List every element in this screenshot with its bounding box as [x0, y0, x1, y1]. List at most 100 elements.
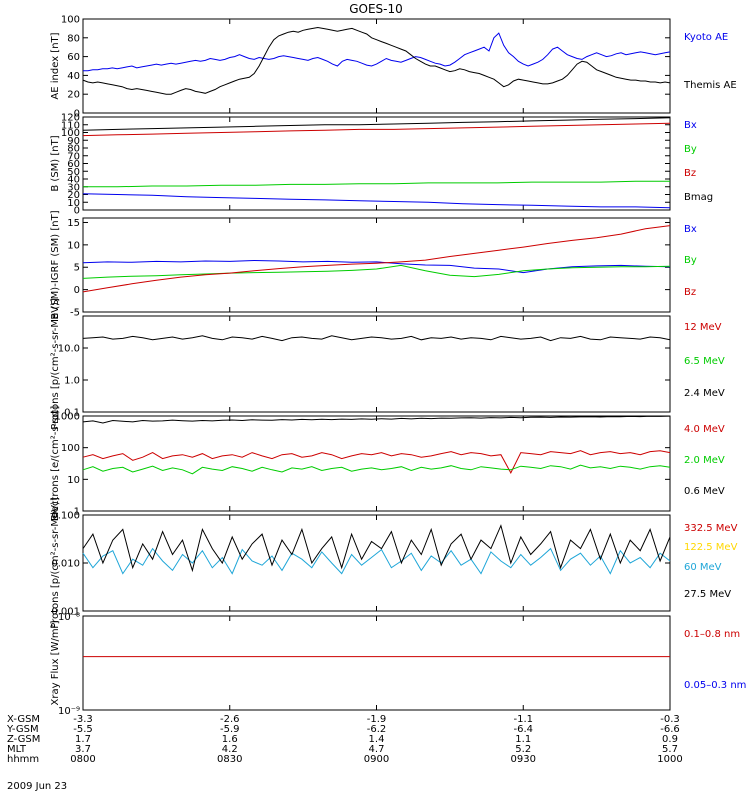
y-tick-label: 20: [67, 190, 80, 201]
legend-entry: 2.4 MeV: [684, 388, 725, 399]
orbit-value: 5.7: [662, 744, 678, 755]
y-tick-label: 10: [67, 475, 80, 486]
plot-title: GOES-10: [349, 2, 403, 16]
y-tick-label: 120: [61, 113, 80, 124]
y-tick-label: 110: [61, 120, 80, 131]
legend-entry: 0.6 MeV: [684, 486, 725, 497]
legend-entry: 60 MeV: [684, 562, 722, 573]
series-line-by: [82, 264, 671, 279]
legend-entry: Themis AE: [683, 80, 737, 91]
orbit-value: -1.9: [367, 714, 387, 725]
y-tick-label: 100: [61, 15, 80, 26]
y-axis-label: Protons [p/(cm²-s-sr-MeV)]: [50, 298, 61, 430]
panel-frame: [82, 315, 671, 413]
y-tick-label: 10.0: [58, 344, 80, 355]
orbit-value: -5.9: [220, 724, 240, 735]
orbit-value: 0800: [70, 754, 95, 765]
legend-entry: Bx: [684, 224, 697, 235]
y-tick-label: 90: [67, 136, 80, 147]
y-tick-label: 0: [74, 206, 80, 217]
legend-entry: 332.5 MeV: [684, 523, 738, 534]
series-line-bx: [82, 259, 671, 274]
orbit-value: 1.6: [222, 734, 238, 745]
legend-entry: 0.1–0.8 nm: [684, 629, 740, 640]
date-label: 2009 Jun 23: [7, 781, 67, 792]
legend-entry: Bmag: [684, 192, 713, 203]
series-line-bz: [82, 122, 671, 137]
orbit-value: 1.1: [515, 734, 531, 745]
series-line-2-0-mev: [82, 464, 671, 475]
y-axis-label: Electrons [e/(cm²-s-sr)]: [50, 406, 61, 522]
y-tick-label: 60: [67, 159, 80, 170]
orbit-value: -6.2: [367, 724, 387, 735]
y-tick-label: 100: [61, 443, 80, 454]
y-tick-label: 5: [74, 263, 80, 274]
orbit-value: -0.3: [660, 714, 680, 725]
y-tick-label: 20: [67, 90, 80, 101]
series-line-bx: [82, 193, 671, 209]
legend-entry: 4.0 MeV: [684, 424, 725, 435]
series-line-2-4-mev: [82, 335, 671, 342]
panel-frame: [82, 615, 671, 711]
orbit-value: -5.5: [73, 724, 93, 735]
y-tick-label: 50: [67, 167, 80, 178]
y-tick-label: 70: [67, 151, 80, 162]
orbit-row-label: MLT: [7, 744, 27, 755]
y-tick-label: 0.100: [51, 511, 80, 522]
y-tick-label: 10: [67, 240, 80, 251]
legend-entry: 0.05–0.3 nm: [684, 680, 746, 691]
orbit-value: 5.2: [515, 744, 531, 755]
series-line-by: [83, 180, 670, 188]
series-line-60-mev: [82, 547, 671, 575]
orbit-row-label: Y-GSM: [6, 724, 39, 735]
y-axis-label: B (SM)-IGRF (SM) [nT]: [50, 210, 61, 319]
y-tick-label: 1.0: [64, 376, 80, 387]
orbit-value: 0930: [511, 754, 536, 765]
y-tick-label: 10⁻⁹: [58, 706, 80, 717]
orbit-row-label: X-GSM: [7, 714, 40, 725]
y-tick-label: 40: [67, 71, 80, 82]
y-tick-label: 0.010: [51, 559, 80, 570]
legend-entry: By: [684, 255, 697, 266]
series-line-0-6-mev: [82, 415, 671, 424]
orbit-value: 1000: [657, 754, 682, 765]
series-line-kyoto-ae: [83, 32, 671, 72]
orbit-value: -3.3: [73, 714, 93, 725]
legend-entry: 2.0 MeV: [684, 455, 725, 466]
y-tick-label: 10: [67, 198, 80, 209]
y-tick-label: 40: [67, 175, 80, 186]
y-tick-label: 15: [67, 218, 80, 229]
legend-entry: Bz: [684, 287, 696, 298]
y-tick-label: 0.1: [64, 408, 80, 419]
orbit-value: -2.6: [220, 714, 240, 725]
series-line-4-0-mev: [82, 450, 671, 474]
legend-entry: Bz: [684, 168, 696, 179]
y-tick-label: -5: [70, 308, 80, 319]
orbit-value: 4.2: [222, 744, 238, 755]
legend-entry: 122.5 MeV: [684, 542, 738, 553]
series-line-bmag: [82, 117, 671, 131]
panel-3: -5 0 5 10 15 B (SM)-IGRF (SM) [nT] Bx By Bz: [50, 210, 697, 319]
orbit-value: 4.7: [369, 744, 385, 755]
y-tick-label: 1: [74, 507, 80, 518]
y-axis-label: AE index [nT]: [50, 32, 61, 99]
legend-entry: 27.5 MeV: [684, 589, 731, 600]
y-tick-label: 10⁻⁸: [58, 612, 80, 623]
y-tick-label: 1000: [55, 412, 80, 423]
panel-frame: [82, 514, 671, 612]
orbit-value: 3.7: [75, 744, 91, 755]
y-tick-label: 80: [67, 33, 80, 44]
y-axis-label: Protons [p/(cm²-s-sr-MeV)]: [50, 497, 61, 629]
legend-entry: Kyoto AE: [684, 32, 728, 43]
orbit-value: 1.4: [369, 734, 385, 745]
y-tick-label: 0.001: [51, 607, 80, 618]
panel-frame: [82, 18, 671, 114]
orbit-row-label: Z-GSM: [7, 734, 40, 745]
orbit-value: 0.9: [662, 734, 678, 745]
y-tick-label: 30: [67, 182, 80, 193]
